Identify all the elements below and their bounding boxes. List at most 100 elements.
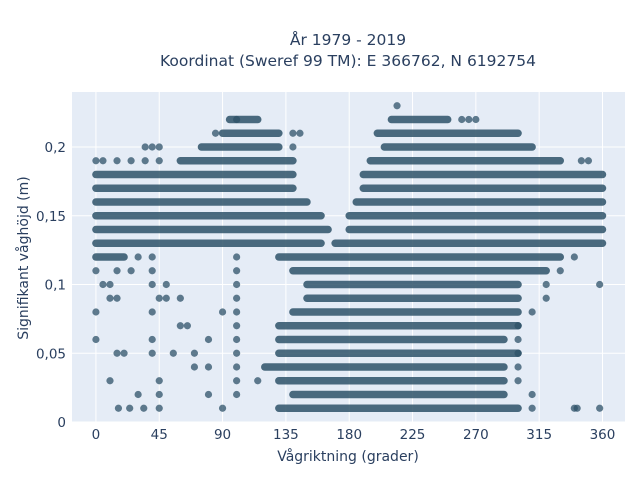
- data-point: [514, 335, 522, 344]
- data-point: [204, 363, 213, 371]
- data-point: [211, 129, 220, 137]
- data-point: [148, 335, 156, 344]
- data-point: [148, 267, 156, 275]
- data-point: [573, 404, 581, 412]
- data-point: [106, 377, 114, 385]
- data-point: [162, 280, 170, 289]
- data-point: [155, 377, 163, 385]
- data-point: [176, 322, 184, 330]
- data-point: [596, 404, 604, 412]
- data-point: [233, 253, 241, 261]
- data-point: [528, 404, 536, 412]
- y-tick-label: 0,15: [36, 209, 66, 225]
- data-point: [99, 280, 107, 289]
- data-point: [120, 349, 128, 357]
- data-point: [570, 253, 578, 261]
- data-point: [393, 102, 401, 110]
- data-point: [458, 115, 466, 124]
- data-point: [204, 335, 213, 344]
- data-point: [113, 267, 121, 275]
- data-point: [233, 363, 241, 371]
- data-point: [92, 335, 100, 344]
- data-point: [162, 294, 170, 302]
- y-tick-label: 0: [57, 415, 66, 431]
- data-point: [289, 129, 297, 137]
- data-point: [528, 390, 536, 399]
- chart-title-line-2: Koordinat (Sweref 99 TM): E 366762, N 61…: [160, 52, 536, 70]
- data-point: [233, 267, 241, 275]
- data-point: [596, 280, 604, 289]
- data-point: [155, 294, 163, 302]
- data-point: [465, 115, 473, 124]
- x-tick-label: 360: [590, 427, 616, 443]
- data-point: [514, 363, 522, 371]
- x-tick-label: 45: [151, 427, 168, 443]
- data-point: [542, 280, 550, 289]
- data-point: [176, 294, 184, 302]
- data-point: [155, 404, 163, 412]
- data-point: [233, 115, 241, 124]
- data-point: [233, 294, 241, 302]
- data-point: [141, 143, 149, 151]
- data-point: [556, 267, 564, 275]
- x-axis-title: Vågriktning (grader): [277, 448, 419, 465]
- data-point: [233, 377, 241, 385]
- data-point: [126, 404, 134, 412]
- data-point: [183, 322, 191, 330]
- data-point: [113, 157, 121, 165]
- x-tick-label: 225: [400, 427, 426, 443]
- data-point: [233, 390, 241, 399]
- data-point: [514, 322, 522, 330]
- data-point: [114, 404, 123, 412]
- data-point: [233, 280, 241, 289]
- data-point: [514, 349, 522, 357]
- data-point: [289, 143, 297, 151]
- x-tick-label: 180: [336, 427, 362, 443]
- data-point: [254, 377, 262, 385]
- data-point: [218, 308, 227, 316]
- data-point: [233, 308, 241, 316]
- data-point: [528, 308, 536, 316]
- y-tick-label: 0,1: [45, 278, 66, 294]
- data-point: [577, 157, 585, 165]
- data-point: [233, 322, 241, 330]
- data-point: [113, 294, 121, 302]
- data-point: [113, 349, 121, 357]
- data-point: [148, 349, 156, 357]
- x-tick-label: 315: [526, 427, 552, 443]
- data-point: [148, 143, 156, 151]
- data-point: [134, 390, 142, 399]
- data-point: [155, 143, 163, 151]
- x-tick-label: 135: [273, 427, 299, 443]
- data-points: [92, 102, 607, 412]
- data-point: [127, 157, 135, 165]
- data-point: [190, 349, 199, 357]
- data-point: [148, 280, 156, 289]
- y-tick-label: 0,2: [45, 140, 66, 156]
- data-point: [134, 253, 142, 261]
- x-tick-label: 90: [214, 427, 231, 443]
- x-axis-ticks: 0 45 90 135 180 225 270 315 360: [92, 427, 616, 443]
- data-point: [514, 377, 522, 385]
- data-point: [542, 294, 550, 302]
- data-point: [106, 294, 114, 302]
- x-tick-label: 0: [92, 427, 101, 443]
- y-tick-label: 0,05: [36, 346, 66, 362]
- data-point: [233, 335, 241, 344]
- y-axis-ticks: 0 0,05 0,1 0,15 0,2: [36, 140, 66, 431]
- data-point: [155, 157, 163, 165]
- data-point: [218, 404, 227, 412]
- data-point: [92, 267, 100, 275]
- data-point: [190, 363, 199, 371]
- x-tick-label: 270: [463, 427, 489, 443]
- data-point: [106, 280, 114, 289]
- data-point: [169, 349, 177, 357]
- data-point: [472, 115, 480, 124]
- y-axis-title: Signifikant våghöjd (m): [15, 176, 32, 339]
- data-point: [155, 390, 163, 399]
- data-point: [92, 157, 100, 165]
- data-point: [92, 308, 100, 316]
- data-point: [141, 157, 149, 165]
- chart-title-line-1: År 1979 - 2019: [290, 30, 406, 49]
